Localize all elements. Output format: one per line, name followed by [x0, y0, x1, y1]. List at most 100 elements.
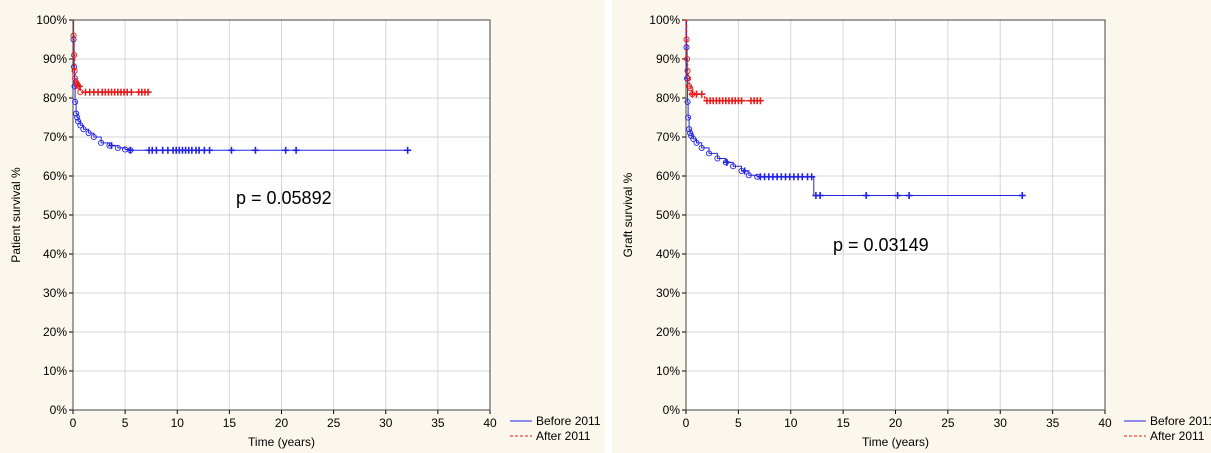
- censor-mark: [227, 146, 235, 154]
- y-tick-label: 0%: [50, 403, 68, 417]
- y-tick-label: 50%: [43, 208, 67, 222]
- x-tick-label: 15: [836, 416, 850, 430]
- censor-mark: [756, 97, 764, 105]
- censor-mark: [816, 192, 824, 199]
- x-tick-label: 30: [994, 416, 1008, 430]
- censor-mark: [206, 146, 214, 154]
- x-tick-label: 35: [431, 416, 445, 430]
- x-tick-label: 20: [889, 416, 903, 430]
- censor-mark: [698, 90, 706, 98]
- event-marker: [688, 132, 695, 139]
- event-marker: [685, 75, 692, 82]
- event-marker: [74, 114, 81, 121]
- x-tick-label: 5: [122, 416, 129, 430]
- legend-label: After 2011: [1150, 429, 1205, 443]
- y-tick-label: 20%: [656, 325, 680, 339]
- event-marker: [80, 126, 87, 133]
- x-tick-label: 40: [483, 416, 497, 430]
- censor-mark: [108, 142, 116, 150]
- series-before-2011: [683, 19, 1026, 199]
- y-tick-label: 30%: [43, 286, 67, 300]
- x-tick-label: 5: [735, 416, 742, 430]
- y-tick-label: 10%: [656, 364, 680, 378]
- x-tick-label: 10: [784, 416, 798, 430]
- x-tick-label: 15: [223, 416, 237, 430]
- y-tick-label: 10%: [43, 364, 67, 378]
- censor-mark: [862, 192, 870, 199]
- x-tick-label: 20: [275, 416, 289, 430]
- y-tick-label: 70%: [43, 130, 67, 144]
- x-tick-label: 0: [683, 416, 690, 430]
- survival-curve: [73, 19, 408, 151]
- censor-mark: [741, 167, 749, 175]
- legend-label: Before 2011: [1150, 414, 1211, 428]
- event-marker: [684, 98, 691, 105]
- y-tick-label: 60%: [656, 169, 680, 183]
- censor-mark: [292, 146, 300, 154]
- event-marker: [730, 163, 737, 170]
- legend-entry: After 2011: [510, 429, 591, 443]
- p-value-annotation: p = 0.05892: [236, 188, 332, 208]
- event-marker: [685, 114, 692, 121]
- y-tick-label: 100%: [36, 13, 67, 27]
- event-marker: [72, 75, 79, 82]
- y-tick-label: 90%: [43, 52, 67, 66]
- x-tick-label: 40: [1098, 416, 1112, 430]
- event-marker: [114, 144, 121, 151]
- y-tick-label: 0%: [663, 403, 681, 417]
- censor-mark: [75, 82, 83, 90]
- event-marker: [693, 139, 700, 146]
- censor-mark: [1018, 192, 1026, 199]
- censor-mark: [905, 192, 913, 199]
- x-axis-label: Time (years): [248, 435, 315, 449]
- graft-survival-chart: 0% 10% 20% 30% 40% 50% 60% 70% 80% 90% 100% 0 5 10 15 2…: [621, 13, 1211, 449]
- x-tick-label: 25: [941, 416, 955, 430]
- censor-mark: [127, 88, 135, 96]
- plot-frame: [72, 19, 491, 411]
- censor-mark: [144, 88, 152, 96]
- patient-survival-chart: 0% 10% 20% 30% 40% 50% 60% 70% 80% 90% 100% 0 5 10 15 2…: [9, 13, 601, 449]
- panel-divider: [606, 0, 612, 453]
- legend-entry: Before 2011: [1124, 414, 1211, 428]
- x-tick-label: 10: [171, 416, 185, 430]
- event-marker: [687, 130, 694, 137]
- censor-mark: [723, 158, 731, 166]
- event-marker: [85, 130, 92, 137]
- y-tick-label: 40%: [656, 247, 680, 261]
- series-after-2011: [683, 19, 764, 105]
- legend-entry: After 2011: [1124, 429, 1205, 443]
- event-marker: [745, 172, 752, 179]
- censor-mark: [808, 173, 816, 181]
- censor-mark: [282, 146, 290, 154]
- censor-mark: [251, 146, 259, 154]
- y-tick-label: 90%: [656, 52, 680, 66]
- y-tick-label: 30%: [656, 286, 680, 300]
- event-marker: [72, 98, 79, 105]
- series-before-2011: [70, 19, 412, 154]
- chart-panel-patient-survival: 0% 10% 20% 30% 40% 50% 60% 70% 80% 90% 100% 0 5 10 15 2…: [0, 0, 605, 453]
- event-marker: [683, 55, 691, 63]
- plot-frame: [685, 19, 1106, 411]
- event-marker: [71, 67, 78, 74]
- event-marker: [698, 144, 705, 151]
- y-axis-label: Patient survival %: [9, 167, 23, 263]
- event-marker: [683, 36, 690, 43]
- event-marker: [73, 110, 80, 117]
- p-value-annotation: p = 0.03149: [833, 235, 929, 255]
- event-marker: [70, 32, 77, 39]
- chart-panel-graft-survival: 0% 10% 20% 30% 40% 50% 60% 70% 80% 90% 100% 0 5 10 15 2…: [612, 0, 1211, 453]
- y-tick-label: 50%: [656, 208, 680, 222]
- y-tick-label: 70%: [656, 130, 680, 144]
- event-marker: [690, 135, 697, 142]
- y-tick-label: 40%: [43, 247, 67, 261]
- event-marker: [686, 126, 693, 133]
- y-tick-label: 100%: [649, 13, 680, 27]
- event-marker: [684, 67, 691, 74]
- event-marker: [705, 150, 713, 157]
- x-tick-label: 35: [1046, 416, 1060, 430]
- censor-mark: [152, 146, 160, 154]
- x-tick-label: 25: [327, 416, 341, 430]
- event-marker: [77, 122, 84, 129]
- event-marker: [70, 52, 78, 59]
- legend-entry: Before 2011: [510, 414, 601, 428]
